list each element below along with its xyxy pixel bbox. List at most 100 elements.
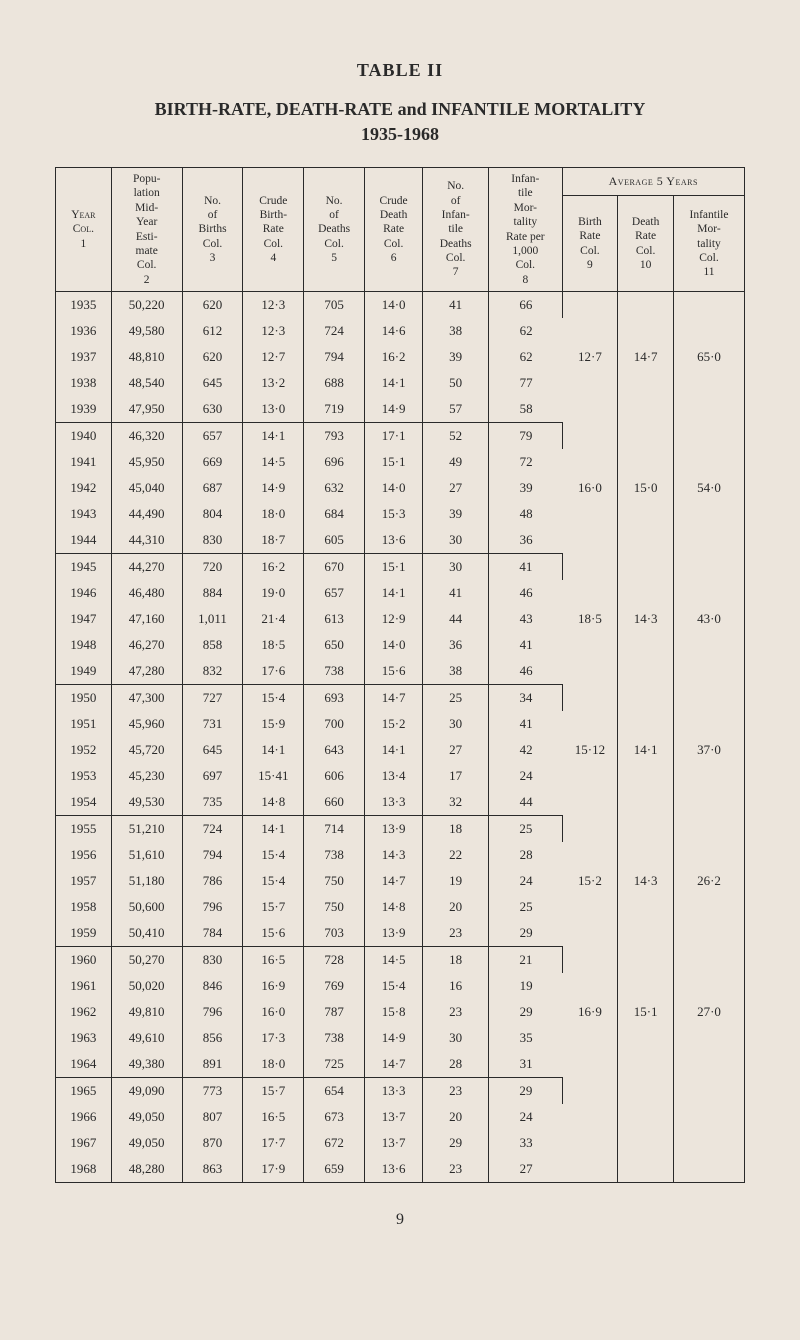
mortality-table: Year Col. 1 Popu- lation Mid- Year Esti-…	[55, 167, 745, 1183]
table-cell: 23	[423, 1156, 489, 1183]
table-cell: 18·7	[243, 527, 304, 554]
avg-cell-infant: 43·0	[673, 554, 744, 685]
table-cell: 632	[304, 475, 365, 501]
col-header-birth-rate: Crude Birth- Rate Col. 4	[243, 168, 304, 292]
table-cell: 672	[304, 1130, 365, 1156]
col-header-population: Popu- lation Mid- Year Esti- mate Col. 2	[111, 168, 182, 292]
table-cell: 14·7	[364, 1051, 422, 1078]
table-cell: 16·9	[243, 973, 304, 999]
table-cell: 30	[423, 527, 489, 554]
table-cell: 1936	[56, 318, 112, 344]
avg-cell-infant: 65·0	[673, 292, 744, 423]
table-cell: 720	[182, 554, 243, 581]
table-cell: 44,270	[111, 554, 182, 581]
table-cell: 72	[489, 449, 562, 475]
table-cell: 1945	[56, 554, 112, 581]
table-cell: 612	[182, 318, 243, 344]
table-cell: 46	[489, 658, 562, 685]
table-cell: 48,280	[111, 1156, 182, 1183]
table-cell: 696	[304, 449, 365, 475]
table-cell: 796	[182, 999, 243, 1025]
table-cell: 15·4	[243, 685, 304, 712]
table-cell: 1954	[56, 789, 112, 816]
table-cell: 858	[182, 632, 243, 658]
table-cell: 645	[182, 370, 243, 396]
table-cell: 14·1	[243, 816, 304, 843]
table-cell: 693	[304, 685, 365, 712]
col-header-infant-deaths: No. of Infan- tile Deaths Col. 7	[423, 168, 489, 292]
table-cell: 47,950	[111, 396, 182, 423]
table-cell: 705	[304, 292, 365, 319]
table-cell: 25	[489, 894, 562, 920]
table-cell: 30	[423, 1025, 489, 1051]
table-cell: 750	[304, 894, 365, 920]
avg-cell-death: 14·7	[618, 292, 674, 423]
table-cell: 18	[423, 947, 489, 974]
avg-cell-death: 14·3	[618, 554, 674, 685]
table-row: 194046,32065714·179317·1527916·015·054·0	[56, 423, 745, 450]
table-cell: 29	[423, 1130, 489, 1156]
table-row: 194544,27072016·267015·1304118·514·343·0	[56, 554, 745, 581]
table-cell: 58	[489, 396, 562, 423]
table-cell: 794	[304, 344, 365, 370]
table-cell: 13·7	[364, 1130, 422, 1156]
table-cell: 33	[489, 1130, 562, 1156]
table-row: 196549,09077315·765413·32329	[56, 1078, 745, 1105]
table-cell: 735	[182, 789, 243, 816]
table-cell: 17·6	[243, 658, 304, 685]
table-cell: 24	[489, 763, 562, 789]
table-cell: 51,210	[111, 816, 182, 843]
table-cell: 13·0	[243, 396, 304, 423]
table-cell: 14·8	[243, 789, 304, 816]
table-cell: 15·9	[243, 711, 304, 737]
table-cell: 724	[304, 318, 365, 344]
table-cell: 13·6	[364, 527, 422, 554]
col-header-death-rate: Crude Death Rate Col. 6	[364, 168, 422, 292]
table-cell: 13·4	[364, 763, 422, 789]
table-cell: 22	[423, 842, 489, 868]
table-cell: 18	[423, 816, 489, 843]
table-cell: 15·7	[243, 894, 304, 920]
table-cell: 51,610	[111, 842, 182, 868]
table-cell: 18·0	[243, 1051, 304, 1078]
table-cell: 23	[423, 1078, 489, 1105]
table-cell: 725	[304, 1051, 365, 1078]
table-cell: 1947	[56, 606, 112, 632]
table-cell: 13·7	[364, 1104, 422, 1130]
table-cell: 17·3	[243, 1025, 304, 1051]
table-cell: 15·2	[364, 711, 422, 737]
table-cell: 620	[182, 344, 243, 370]
table-cell: 46,270	[111, 632, 182, 658]
table-cell: 14·1	[364, 737, 422, 763]
table-cell: 807	[182, 1104, 243, 1130]
table-cell: 27	[489, 1156, 562, 1183]
table-cell: 77	[489, 370, 562, 396]
table-cell: 48,540	[111, 370, 182, 396]
table-cell: 659	[304, 1156, 365, 1183]
table-cell: 657	[304, 580, 365, 606]
table-cell: 45,960	[111, 711, 182, 737]
table-cell: 15·1	[364, 449, 422, 475]
table-cell: 25	[489, 816, 562, 843]
table-cell: 13·3	[364, 1078, 422, 1105]
table-cell: 19·0	[243, 580, 304, 606]
col-header-avg-group: Average 5 Years	[562, 168, 744, 196]
table-cell: 43	[489, 606, 562, 632]
table-cell: 15·7	[243, 1078, 304, 1105]
table-cell: 47,280	[111, 658, 182, 685]
table-cell: 14·9	[243, 475, 304, 501]
table-cell: 738	[304, 658, 365, 685]
table-cell: 50,270	[111, 947, 182, 974]
table-cell: 12·3	[243, 292, 304, 319]
table-cell: 44	[423, 606, 489, 632]
table-cell: 856	[182, 1025, 243, 1051]
table-cell: 15·4	[243, 868, 304, 894]
table-cell: 714	[304, 816, 365, 843]
avg-cell-death: 14·1	[618, 685, 674, 816]
table-cell: 719	[304, 396, 365, 423]
table-cell: 45,230	[111, 763, 182, 789]
table-cell: 50,220	[111, 292, 182, 319]
table-cell: 25	[423, 685, 489, 712]
table-cell: 45,040	[111, 475, 182, 501]
table-cell: 1949	[56, 658, 112, 685]
